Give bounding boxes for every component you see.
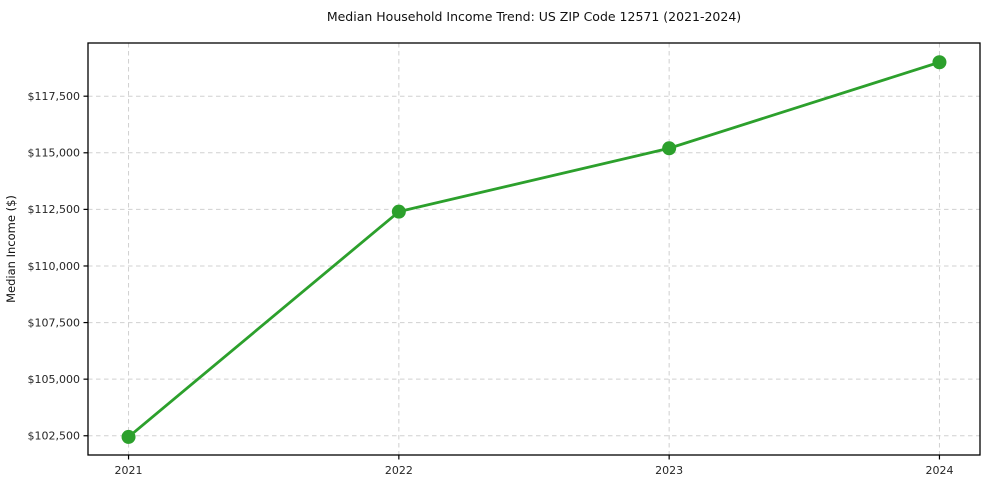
data-point-2022 xyxy=(391,204,406,219)
y-tick-label: $105,000 xyxy=(28,373,81,386)
x-tick-label: 2024 xyxy=(925,464,953,477)
income-line xyxy=(127,60,941,439)
data-point-2021 xyxy=(121,429,136,444)
y-tick-label: $110,000 xyxy=(28,260,81,273)
y-tick-label: $117,500 xyxy=(28,90,81,103)
chart-title: Median Household Income Trend: US ZIP Co… xyxy=(327,9,741,24)
plot-background xyxy=(88,43,980,455)
x-tick-label: 2023 xyxy=(655,464,683,477)
y-axis-label: Median Income ($) xyxy=(4,195,18,303)
y-tick-label: $115,000 xyxy=(28,147,81,160)
x-tick-label: 2021 xyxy=(115,464,143,477)
chart-layer: 2021 2022 2023 2024 $102,500 $105,000 $107,500… xyxy=(28,42,981,477)
y-tick-label: $112,500 xyxy=(28,203,81,216)
y-tick-label: $102,500 xyxy=(28,430,81,443)
data-point-2024 xyxy=(932,55,947,70)
data-point-2023 xyxy=(662,141,677,156)
x-tick-label: 2022 xyxy=(385,464,413,477)
plot-border xyxy=(87,42,981,456)
y-tick-label: $107,500 xyxy=(28,316,81,329)
